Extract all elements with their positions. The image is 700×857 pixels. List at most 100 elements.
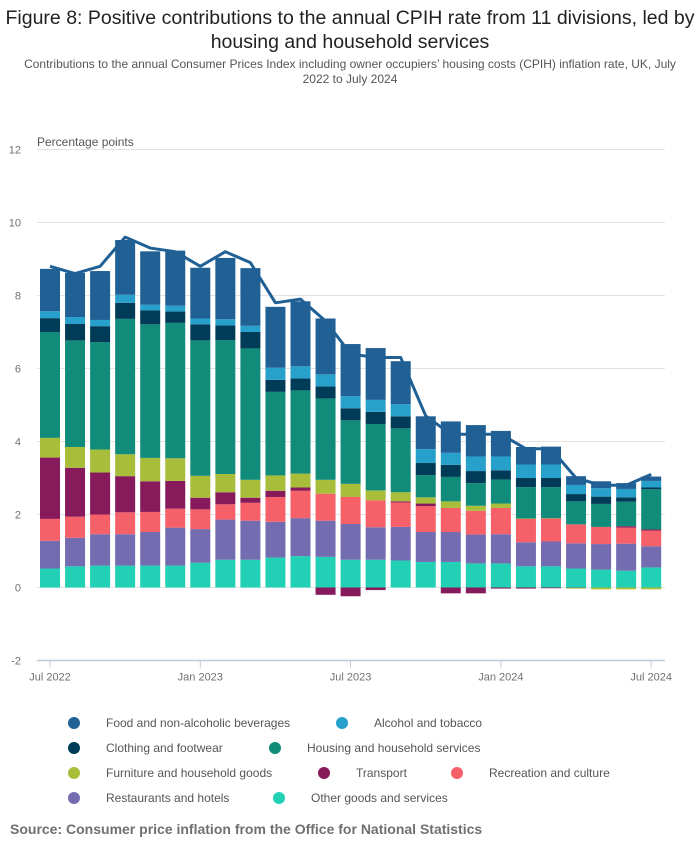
bar-segment-clothing-and-footwear — [641, 487, 662, 490]
bar-segment-other-goods-and-services — [616, 570, 637, 588]
legend-label: Furniture and household goods — [106, 766, 273, 780]
bar-segment-restaurants-and-hotels — [340, 523, 361, 560]
bar-segment-other-goods-and-services — [365, 559, 386, 588]
bar-stack — [465, 425, 486, 594]
legend-item[interactable]: Other goods and services — [273, 791, 448, 805]
bar-segment-other-goods-and-services — [140, 565, 161, 588]
legend-item[interactable]: Housing and household services — [269, 741, 480, 755]
y-tick-label: -2 — [11, 656, 21, 668]
y-tick-label: 0 — [15, 583, 21, 595]
bar-segment-clothing-and-footwear — [40, 318, 60, 332]
bar-segment-transport — [40, 457, 60, 519]
bar-segment-food-and-non-alcoholic-beverages — [515, 446, 536, 465]
y-tick-label: 4 — [15, 437, 21, 449]
bar-segment-clothing-and-footwear — [490, 470, 511, 480]
bar-segment-food-and-non-alcoholic-beverages — [140, 251, 161, 305]
bar-segment-housing-and-household-services — [591, 503, 612, 527]
bar-segment-recreation-and-culture — [315, 493, 336, 521]
bar-segment-furniture-and-household-goods — [591, 587, 612, 590]
bar-segment-furniture-and-household-goods — [265, 475, 286, 491]
bar-segment-restaurants-and-hotels — [390, 526, 411, 561]
bar-segment-housing-and-household-services — [490, 479, 511, 504]
bar-segment-alcohol-and-tobacco — [65, 317, 86, 324]
bar-segment-housing-and-household-services — [290, 390, 311, 474]
y-tick-label: 10 — [9, 218, 21, 230]
bar-segment-other-goods-and-services — [190, 562, 211, 588]
legend-item[interactable]: Furniture and household goods — [68, 766, 272, 780]
bar-segment-furniture-and-household-goods — [215, 473, 236, 493]
y-axis-label: Percentage points — [37, 135, 134, 149]
bar-segment-restaurants-and-hotels — [490, 534, 511, 564]
x-tick-label: Jan 2024 — [478, 672, 523, 684]
bar-segment-other-goods-and-services — [65, 566, 86, 588]
bar-segment-restaurants-and-hotels — [240, 520, 261, 560]
x-tick-label: Jul 2022 — [29, 672, 71, 684]
legend-item[interactable]: Transport — [318, 766, 407, 780]
bar-segment-recreation-and-culture — [240, 502, 261, 521]
bar-segment-transport — [440, 587, 461, 594]
legend-item[interactable]: Recreation and culture — [451, 766, 610, 780]
bar-segment-other-goods-and-services — [165, 565, 186, 588]
legend-dot-icon — [68, 742, 80, 754]
bar-segment-other-goods-and-services — [541, 566, 561, 588]
bar-segment-housing-and-household-services — [616, 501, 637, 527]
y-tick-label: 8 — [15, 291, 21, 303]
bar-segment-other-goods-and-services — [390, 560, 411, 588]
bar-segment-alcohol-and-tobacco — [165, 305, 186, 312]
bar-stack — [165, 250, 186, 588]
bar-segment-recreation-and-culture — [90, 514, 111, 535]
source-note: Source: Consumer price inflation from th… — [10, 821, 483, 837]
bar-segment-clothing-and-footwear — [290, 378, 311, 391]
bar-segment-alcohol-and-tobacco — [315, 374, 336, 387]
bar-segment-furniture-and-household-goods — [65, 446, 86, 468]
bar-segment-clothing-and-footwear — [190, 324, 211, 341]
bar-segment-transport — [415, 503, 436, 507]
chart-title: Figure 8: Positive contributions to the … — [5, 7, 695, 53]
bar-segment-clothing-and-footwear — [265, 379, 286, 392]
bar-segment-other-goods-and-services — [240, 559, 261, 588]
bar-segment-recreation-and-culture — [440, 507, 461, 533]
bar-segment-other-goods-and-services — [465, 563, 486, 588]
x-tick-label: Jul 2024 — [630, 672, 672, 684]
bar-segment-restaurants-and-hotels — [566, 543, 587, 569]
bar-segment-restaurants-and-hotels — [365, 527, 386, 560]
bar-stack — [240, 268, 261, 588]
legend-item[interactable]: Clothing and footwear — [68, 741, 223, 755]
legend-item[interactable]: Alcohol and tobacco — [336, 716, 482, 730]
bar-segment-alcohol-and-tobacco — [265, 367, 286, 380]
bar-segment-housing-and-household-services — [190, 340, 211, 476]
bar-segment-transport — [365, 587, 386, 591]
bar-segment-clothing-and-footwear — [215, 325, 236, 341]
bar-segment-recreation-and-culture — [40, 518, 60, 541]
bar-segment-other-goods-and-services — [566, 568, 587, 588]
bar-segment-recreation-and-culture — [616, 527, 637, 544]
bar-segment-food-and-non-alcoholic-beverages — [566, 476, 587, 485]
bar-segment-housing-and-household-services — [440, 476, 461, 502]
bar-segment-clothing-and-footwear — [390, 416, 411, 429]
bar-segment-furniture-and-household-goods — [440, 501, 461, 508]
legend-item[interactable]: Food and non-alcoholic beverages — [68, 716, 290, 730]
bar-segment-furniture-and-household-goods — [290, 473, 311, 488]
bar-segment-other-goods-and-services — [641, 567, 662, 588]
bar-segment-housing-and-household-services — [465, 483, 486, 506]
legend-item[interactable]: Restaurants and hotels — [68, 791, 229, 805]
bar-segment-alcohol-and-tobacco — [290, 366, 311, 379]
bar-stack — [415, 416, 436, 588]
bar-segment-transport — [340, 587, 361, 597]
bar-segment-clothing-and-footwear — [115, 302, 136, 319]
legend-dot-icon — [318, 767, 330, 779]
bar-segment-housing-and-household-services — [541, 487, 561, 519]
bar-segment-clothing-and-footwear — [365, 411, 386, 424]
bar-segment-transport — [90, 472, 111, 515]
bar-segment-alcohol-and-tobacco — [115, 294, 136, 303]
bar-segment-furniture-and-household-goods — [390, 492, 411, 502]
bar-segment-food-and-non-alcoholic-beverages — [290, 301, 311, 367]
bar-segment-housing-and-household-services — [115, 318, 136, 455]
bar-segment-transport — [140, 481, 161, 512]
bar-segment-housing-and-household-services — [390, 428, 411, 493]
bar-segment-food-and-non-alcoholic-beverages — [90, 271, 111, 320]
bars — [40, 240, 662, 597]
bar-segment-recreation-and-culture — [415, 506, 436, 533]
bar-segment-recreation-and-culture — [641, 530, 662, 547]
bar-segment-food-and-non-alcoholic-beverages — [390, 361, 411, 405]
